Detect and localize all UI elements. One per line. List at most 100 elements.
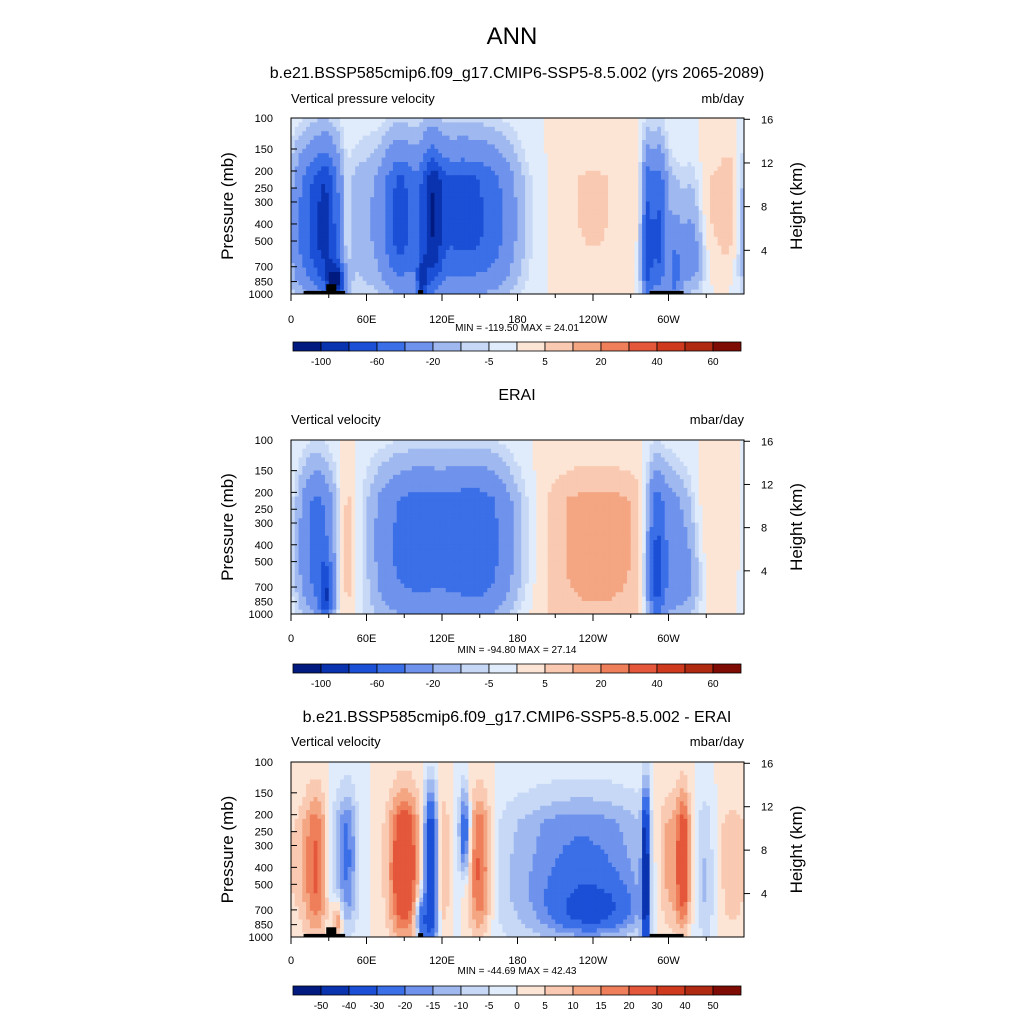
field-cell	[525, 144, 530, 150]
field-cell	[291, 179, 296, 185]
colorbar-label: 60	[707, 357, 719, 368]
field-cell	[487, 267, 492, 273]
field-cell	[309, 170, 315, 176]
field-cell	[294, 566, 299, 571]
field-cell	[649, 192, 654, 198]
field-cell	[317, 192, 322, 198]
field-cell	[453, 285, 458, 290]
field-cell	[717, 289, 722, 295]
field-cell	[438, 175, 443, 180]
field-cell	[710, 170, 715, 176]
field-cell	[294, 118, 299, 123]
field-cell	[619, 245, 624, 251]
field-cell	[355, 197, 360, 202]
field-cell	[698, 188, 703, 194]
field-cell	[298, 448, 303, 454]
field-cell	[608, 131, 613, 136]
field-cell	[479, 126, 484, 132]
field-cell	[340, 192, 345, 198]
field-cell	[479, 192, 484, 198]
field-cell	[687, 280, 692, 286]
field-cell	[615, 228, 620, 233]
field-cell	[392, 162, 398, 167]
field-cell	[513, 241, 518, 246]
field-cell	[381, 206, 386, 211]
field-cell	[649, 241, 654, 246]
field-cell	[324, 170, 330, 176]
field-cell	[498, 179, 503, 185]
field-cell	[351, 153, 356, 158]
field-cell	[385, 214, 390, 220]
field-cell	[668, 184, 673, 189]
field-cell	[555, 250, 560, 255]
field-cell	[600, 175, 605, 180]
field-cell	[483, 122, 488, 128]
field-cell	[585, 166, 590, 172]
field-cell	[389, 175, 394, 180]
field-cell	[328, 201, 333, 207]
field-cell	[540, 157, 545, 163]
field-cell	[657, 148, 662, 154]
field-cell	[532, 272, 537, 277]
field-cell	[698, 118, 703, 123]
field-cell	[732, 210, 737, 216]
field-cell	[457, 126, 462, 132]
field-cell	[468, 206, 473, 211]
field-cell	[728, 162, 734, 167]
field-cell	[698, 166, 703, 172]
field-cell	[468, 144, 473, 150]
field-cell	[604, 148, 609, 154]
field-cell	[676, 250, 681, 255]
field-cell	[694, 188, 700, 194]
field-cell	[577, 175, 583, 180]
field-cell	[562, 184, 567, 189]
field-cell	[691, 140, 696, 145]
field-cell	[453, 241, 458, 246]
field-cell	[434, 232, 439, 238]
field-cell	[570, 258, 575, 264]
field-cell	[389, 162, 394, 167]
field-cell	[423, 184, 428, 189]
field-cell	[502, 131, 507, 136]
field-cell	[460, 162, 466, 167]
field-cell	[317, 126, 322, 132]
field-cell	[577, 267, 583, 273]
field-cell	[475, 135, 481, 141]
field-cell	[679, 170, 684, 176]
field-cell	[634, 201, 639, 207]
field-cell	[347, 219, 352, 224]
field-cell	[608, 232, 613, 238]
field-cell	[660, 126, 666, 132]
field-cell	[679, 118, 684, 123]
colorbar-swatch	[488, 341, 518, 352]
field-cell	[653, 192, 658, 198]
field-cell	[710, 276, 715, 282]
field-cell	[566, 179, 571, 185]
field-cell	[672, 122, 677, 128]
colorbar-swatch	[432, 341, 462, 352]
field-cell	[721, 258, 726, 264]
field-cell	[668, 285, 673, 290]
field-cell	[528, 232, 533, 238]
field-cell	[479, 170, 484, 176]
field-cell	[385, 250, 390, 255]
field-cell	[306, 131, 311, 136]
field-cell	[404, 188, 409, 194]
field-cell	[623, 285, 628, 290]
field-cell	[343, 162, 349, 167]
field-cell	[396, 285, 401, 290]
field-cell	[475, 241, 481, 246]
field-cell	[604, 272, 609, 277]
field-cell	[585, 241, 590, 246]
field-cell	[611, 223, 617, 229]
field-cell	[332, 236, 337, 242]
field-cell	[642, 135, 647, 141]
field-cell	[298, 280, 303, 286]
field-cell	[566, 166, 571, 172]
field-cell	[362, 140, 367, 145]
field-cell	[355, 263, 360, 268]
field-cell	[608, 179, 613, 185]
field-cell	[328, 219, 333, 224]
field-cell	[562, 263, 567, 268]
field-cell	[415, 254, 420, 260]
